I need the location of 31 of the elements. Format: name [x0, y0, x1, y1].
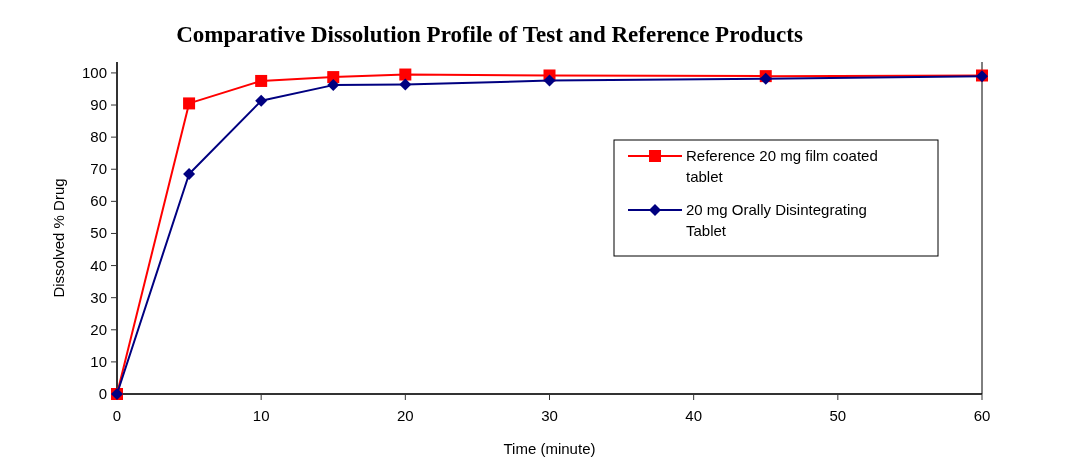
legend-label: 20 mg Orally Disintegrating Tablet — [686, 201, 867, 239]
y-tick-label: 20 — [90, 320, 107, 338]
y-tick-label: 30 — [90, 288, 107, 306]
legend-label: Reference 20 mg film coated tablet — [686, 147, 878, 185]
y-tick-label: 40 — [90, 256, 107, 274]
point — [255, 74, 268, 87]
chart-title: Comparative Dissolution Profile of Test and Reference Products — [176, 22, 803, 47]
x-axis-title: Time (minute) — [503, 440, 596, 457]
y-tick-label: 50 — [90, 224, 107, 242]
x-tick-label: 0 — [112, 407, 122, 424]
point — [327, 79, 340, 92]
y-axis-title: Dissolved % Drug — [50, 178, 67, 298]
x-tick-label: 10 — [252, 407, 270, 424]
y-tick-label: 70 — [90, 160, 107, 178]
x-tick-label: 30 — [541, 407, 558, 424]
x-tick-label: 60 — [973, 407, 991, 424]
y-tick-label: 80 — [90, 128, 107, 146]
point — [255, 94, 268, 107]
y-tick-label: 10 — [90, 352, 107, 370]
point — [399, 68, 412, 81]
point — [183, 97, 196, 110]
y-tick-label: 90 — [90, 96, 107, 114]
x-tick-label: 20 — [396, 407, 414, 424]
point — [399, 78, 412, 91]
y-tick-label: 100 — [81, 63, 107, 81]
point — [183, 168, 196, 181]
y-tick-label: 60 — [90, 192, 107, 210]
x-tick-label: 50 — [829, 407, 847, 424]
x-tick-label: 40 — [685, 407, 703, 424]
point — [543, 74, 556, 87]
y-tick-label: 0 — [98, 385, 107, 402]
